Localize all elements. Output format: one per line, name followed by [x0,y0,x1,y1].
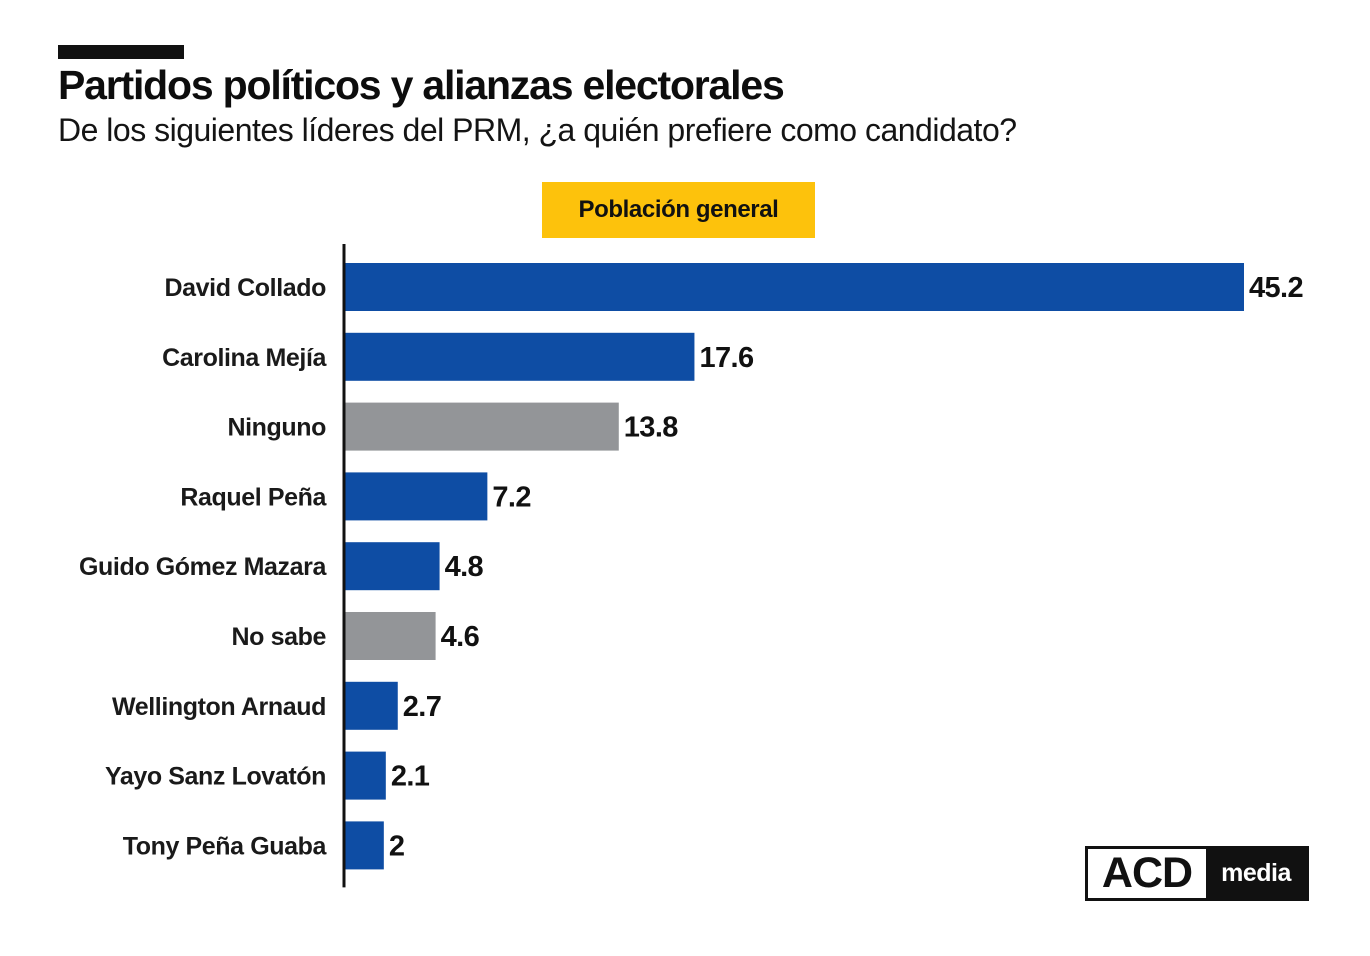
category-label-1: Carolina Mejía [162,344,327,372]
chart-title: Partidos políticos y alianzas electorale… [58,62,785,108]
value-label-6: 2.7 [403,691,442,723]
bar-0 [344,263,1244,311]
segment-badge: Población general [542,182,815,238]
bar-2 [344,402,619,451]
value-label-0: 45.2 [1249,272,1303,304]
value-label-8: 2 [389,830,405,862]
value-label-5: 4.6 [441,621,480,653]
chart-subtitle: De los siguientes líderes del PRM, ¿a qu… [58,112,1017,148]
acd-media-logo: ACD media [1085,846,1309,901]
category-label-5: No sabe [232,623,327,651]
bar-3 [344,472,488,521]
value-label-3: 7.2 [492,481,531,513]
category-label-6: Wellington Arnaud [112,693,326,721]
category-label-8: Tony Peña Guaba [123,832,328,860]
value-label-1: 17.6 [699,342,754,374]
header-accent-bar [58,45,184,59]
category-label-3: Raquel Peña [180,483,327,511]
value-label-7: 2.1 [391,761,430,793]
category-label-7: Yayo Sanz Lovatón [105,763,326,791]
bar-6 [344,681,398,730]
bar-5 [344,612,436,660]
category-label-2: Ninguno [227,414,326,442]
logo-media-text: media [1206,849,1306,898]
bar-1 [344,332,695,381]
bar-7 [344,751,386,800]
bar-4 [344,542,440,591]
bar-8 [344,821,384,870]
value-label-2: 13.8 [624,412,679,444]
logo-acd-text: ACD [1101,849,1193,897]
value-label-4: 4.8 [445,551,484,583]
category-label-4: Guido Gómez Mazara [79,553,328,581]
category-label-0: David Collado [165,274,327,302]
